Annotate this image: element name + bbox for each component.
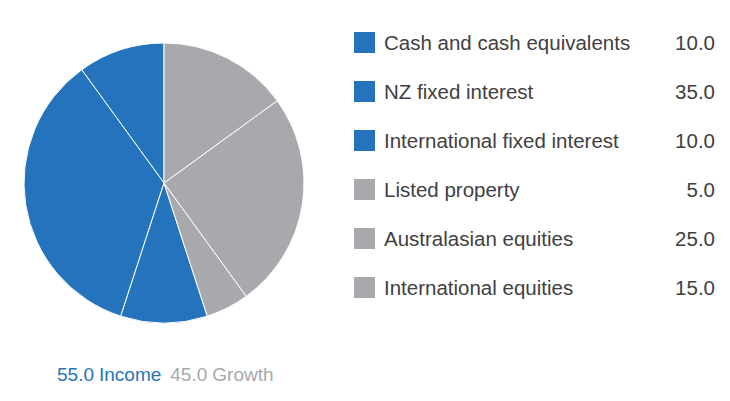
legend-swatch (354, 32, 375, 53)
pie-slice (164, 43, 277, 183)
chart: Cash and cash equivalents 10.0 NZ fixed in… (0, 0, 730, 401)
legend-value: 5.0 (687, 178, 716, 201)
legend-value: 10.0 (675, 31, 715, 54)
legend-value: 10.0 (675, 129, 715, 152)
legend-value: 35.0 (675, 80, 715, 103)
legend-swatch (354, 277, 375, 298)
legend: Cash and cash equivalents 10.0 NZ fixed in… (354, 31, 715, 299)
total-value: 55.0 (57, 364, 94, 385)
legend-label: Cash and cash equivalents (384, 31, 630, 54)
legend-swatch (354, 228, 375, 249)
legend-label: Australasian equities (384, 227, 573, 250)
legend-swatch (354, 179, 375, 200)
legend-value: 15.0 (675, 276, 715, 299)
legend-label: International equities (384, 276, 573, 299)
legend-label: Listed property (384, 178, 520, 201)
total-label: Income (99, 364, 161, 385)
total-value: 45.0 (170, 364, 207, 385)
legend-label: International fixed interest (384, 129, 619, 152)
legend-swatch (354, 130, 375, 151)
totals: 55.0Income 45.0Growth (57, 364, 274, 385)
legend-label: NZ fixed interest (384, 80, 534, 103)
totals-text: 55.0Income 45.0Growth (57, 364, 274, 385)
legend-swatch (354, 81, 375, 102)
pie (24, 43, 304, 323)
total-label: Growth (212, 364, 273, 385)
legend-value: 25.0 (675, 227, 715, 250)
